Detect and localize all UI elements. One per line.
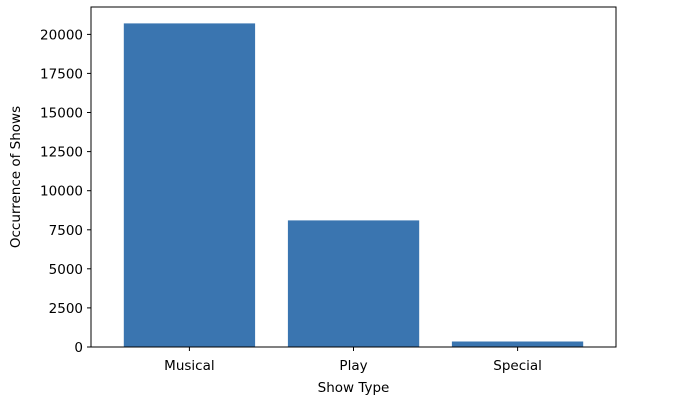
y-axis-label: Occurrence of Shows	[8, 106, 24, 248]
bar-play	[287, 220, 420, 347]
y-tick-label: 7500	[49, 223, 83, 239]
bars-layer	[123, 23, 584, 348]
y-tick-label: 0	[74, 340, 83, 356]
y-tick-label: 5000	[49, 262, 83, 278]
x-tick-label: Special	[493, 358, 542, 374]
x-tick-label: Play	[339, 358, 367, 374]
y-tick-label: 10000	[40, 184, 83, 200]
bar-musical	[123, 23, 256, 348]
y-tick-label: 20000	[40, 27, 83, 43]
y-axis-ticks: 0 2500 5000 7500 10000 12500 15000 17500 20000	[40, 27, 91, 356]
y-tick-label: 2500	[49, 301, 83, 317]
y-tick-label: 12500	[40, 145, 83, 161]
y-tick-label: 15000	[40, 106, 83, 122]
bar-special	[451, 341, 584, 347]
x-axis-label: Show Type	[318, 380, 390, 396]
y-tick-label: 17500	[40, 66, 83, 82]
plot-frame	[90, 6, 617, 348]
x-tick-label: Musical	[164, 358, 214, 374]
x-axis-ticks: Musical Play Special	[164, 347, 542, 374]
